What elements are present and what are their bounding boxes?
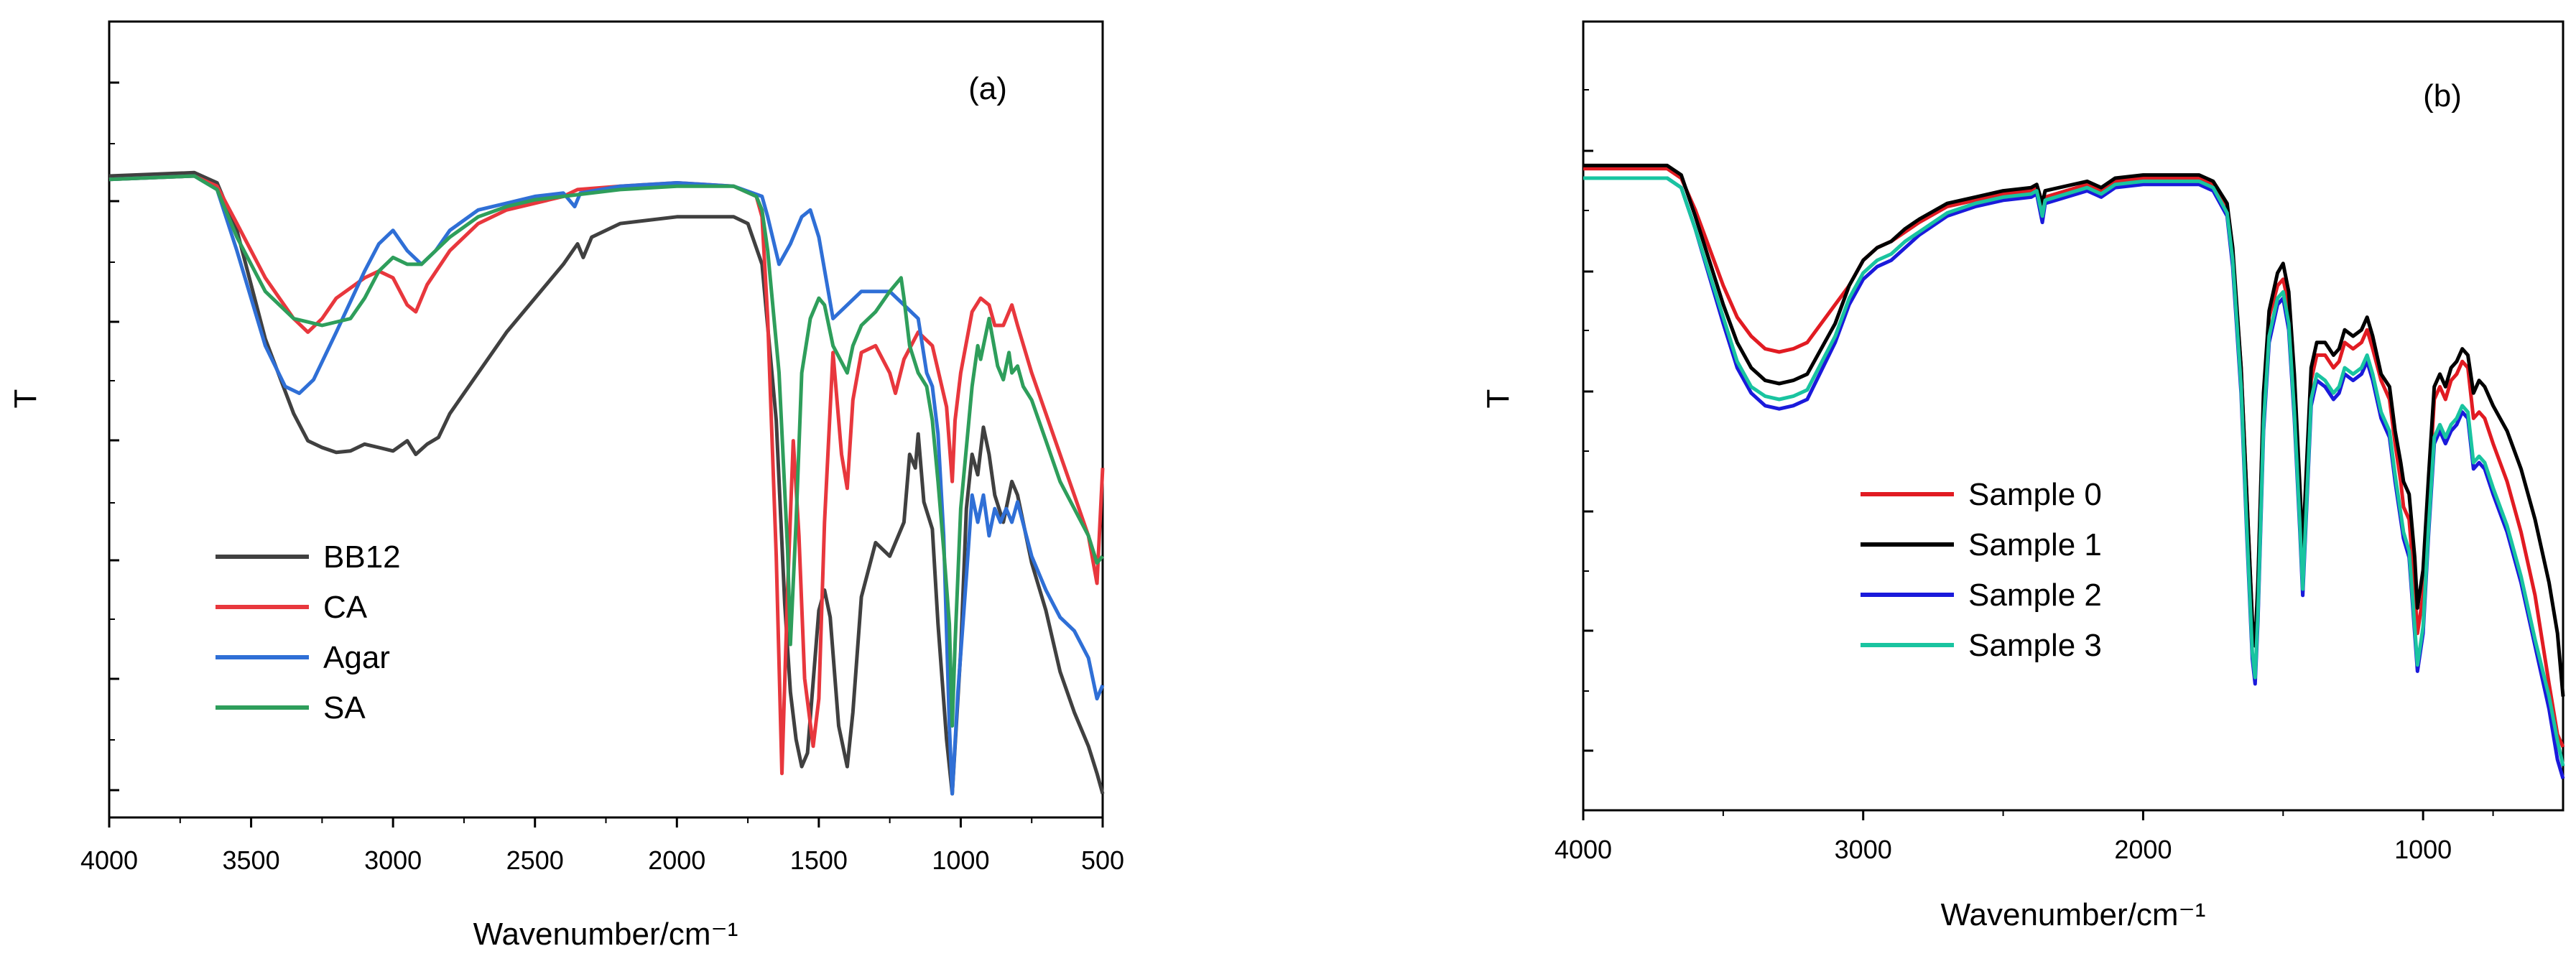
plot-frame-b <box>1582 20 2565 812</box>
x-tick-label: 3000 <box>1835 835 1892 864</box>
x-ticks-b: 4000 3000 2000 1000 <box>1555 810 2494 864</box>
legend-b: Sample 0 Sample 1 Sample 2 Sample 3 <box>1861 477 2102 663</box>
x-axis-label-b: Wavenumber/cm⁻¹ <box>1941 897 2206 932</box>
x-ticks-a: 4000 3500 3000 2500 2000 1500 1000 500 <box>80 817 1124 875</box>
x-tick-label: 1500 <box>790 845 848 875</box>
chart-panel-a: 4000 3500 3000 2500 2000 1500 1000 500 (a) Wave… <box>8 20 1124 952</box>
y-axis-label-a: T <box>8 389 43 409</box>
legend-label: Sample 3 <box>1968 628 2102 663</box>
series-line-bb12 <box>108 170 1105 796</box>
legend-a: BB12 CA Agar SA <box>216 539 401 726</box>
legend-label: Sample 0 <box>1968 477 2102 512</box>
x-tick-label: 3000 <box>364 845 422 875</box>
x-tick-label: 500 <box>1081 845 1124 875</box>
series-line-sample-3 <box>1583 176 2565 766</box>
legend-label: Agar <box>323 640 390 675</box>
x-tick-label: 1000 <box>932 845 989 875</box>
panel-label-a: (a) <box>968 71 1007 106</box>
chart-panel-b: 4000 3000 2000 1000 (b) Wavenumber/cm⁻¹ T S… <box>1481 20 2565 932</box>
x-tick-label: 2500 <box>506 845 564 875</box>
legend-label: Sample 1 <box>1968 527 2102 562</box>
y-axis-label-b: T <box>1481 389 1516 409</box>
x-tick-label: 2000 <box>2114 835 2172 864</box>
panel-label-b: (b) <box>2423 78 2462 113</box>
x-tick-label: 3500 <box>223 845 280 875</box>
series-line-agar <box>108 174 1105 796</box>
legend-label: BB12 <box>323 539 401 575</box>
x-tick-label: 4000 <box>1555 835 1612 864</box>
series-layer-a <box>108 170 1105 796</box>
x-tick-label: 4000 <box>80 845 138 875</box>
x-axis-label-a: Wavenumber/cm⁻¹ <box>473 917 738 952</box>
legend-label: Sample 2 <box>1968 578 2102 613</box>
series-line-sa <box>108 174 1104 728</box>
series-line-sample-1 <box>1583 163 2565 697</box>
x-tick-label: 2000 <box>648 845 705 875</box>
y-ticks-a <box>109 81 119 792</box>
legend-label: SA <box>323 690 366 726</box>
series-layer-b <box>1583 163 2565 779</box>
legend-label: CA <box>323 590 368 625</box>
x-tick-label: 1000 <box>2394 835 2452 864</box>
series-line-ca <box>108 174 1105 776</box>
y-ticks-b <box>1583 89 1593 752</box>
